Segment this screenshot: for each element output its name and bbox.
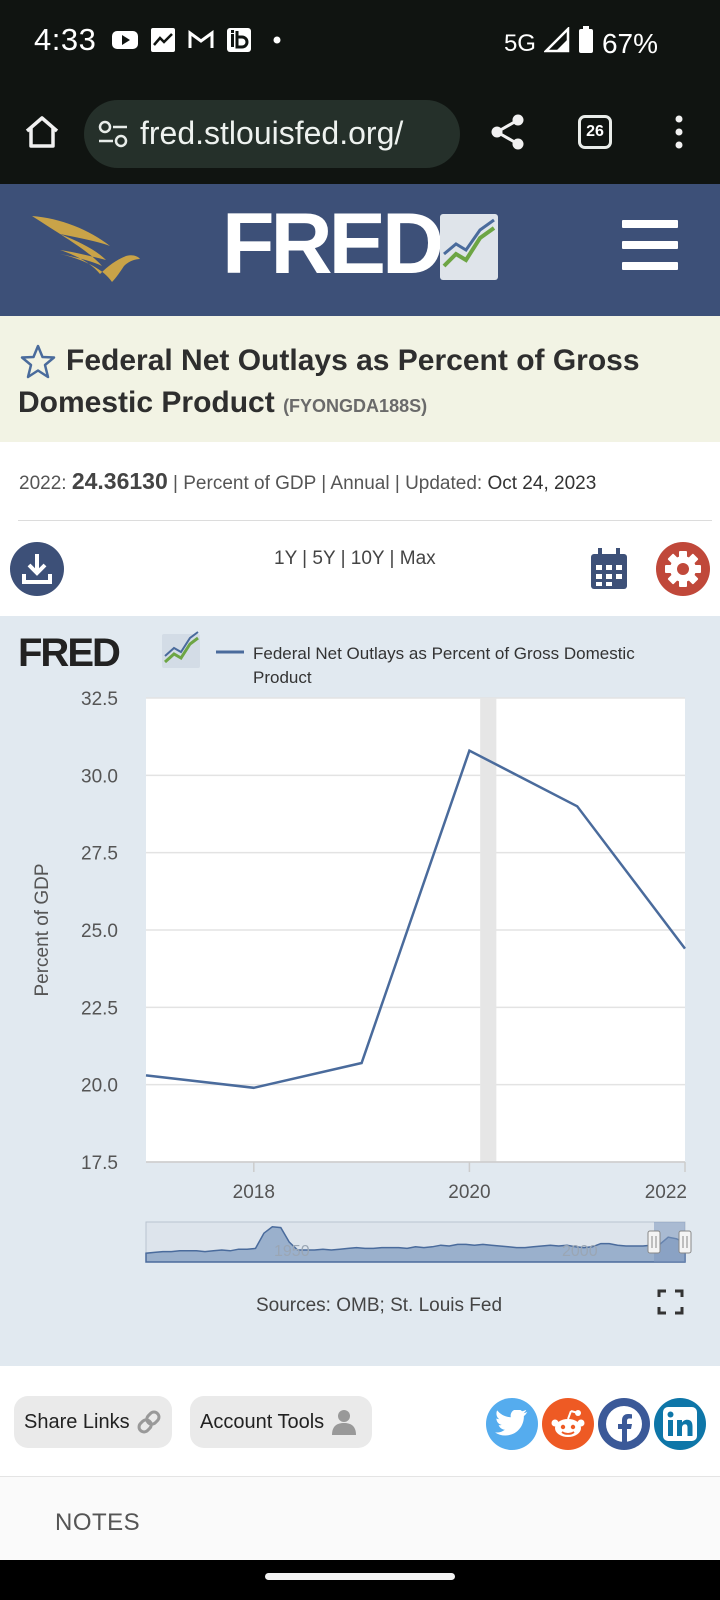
y-tick-label: 25.0 bbox=[81, 921, 118, 942]
eagle-logo-icon[interactable] bbox=[30, 212, 142, 282]
link-icon bbox=[137, 1410, 161, 1434]
notification-icons bbox=[112, 28, 290, 52]
recession-shading bbox=[480, 698, 497, 1162]
updated-date: Oct 24, 2023 bbox=[487, 473, 597, 494]
linkedin-icon bbox=[663, 1407, 697, 1441]
series-line[interactable] bbox=[145, 748, 686, 1090]
series-points bbox=[145, 750, 686, 1088]
y-tick-label: 32.5 bbox=[81, 689, 118, 710]
share-links-button[interactable]: Share Links bbox=[14, 1396, 172, 1448]
home-icon[interactable] bbox=[22, 112, 62, 152]
legend-label-line2: Product bbox=[253, 668, 312, 687]
legend-label-line1: Federal Net Outlays as Percent of Gross … bbox=[253, 644, 635, 663]
y-tick-label: 20.0 bbox=[81, 1076, 118, 1097]
status-bar: 4:33 5G 67% bbox=[0, 0, 720, 84]
download-icon bbox=[22, 554, 52, 584]
hamburger-menu-icon[interactable] bbox=[622, 220, 678, 270]
notes-section[interactable]: NOTES bbox=[0, 1476, 720, 1560]
reddit-icon bbox=[551, 1410, 585, 1437]
user-icon bbox=[332, 1410, 357, 1435]
series-code: (FYONGDA188S) bbox=[283, 396, 428, 416]
y-tick-label: 17.5 bbox=[81, 1153, 118, 1174]
gridlines bbox=[146, 697, 685, 1163]
y-axis-ticks: 32.5 30.0 27.5 25.0 22.5 20.0 17.5 bbox=[81, 689, 118, 1174]
status-right: 5G 67% bbox=[503, 25, 658, 61]
star-icon[interactable] bbox=[20, 344, 56, 380]
signal-icon bbox=[542, 25, 570, 60]
series-title-text: Federal Net Outlays as Percent of Gross … bbox=[18, 344, 640, 419]
series-title-band: Federal Net Outlays as Percent of Gross … bbox=[0, 316, 720, 442]
chart-fred-logo: FRED bbox=[18, 631, 120, 675]
facebook-icon bbox=[606, 1406, 642, 1443]
latest-value: 24.36130 bbox=[71, 468, 168, 494]
battery-percent: 67% bbox=[601, 27, 658, 59]
gmail-icon bbox=[188, 28, 214, 52]
dot-icon bbox=[264, 28, 290, 52]
download-button[interactable] bbox=[10, 542, 64, 596]
series-units: | Percent of GDP | Annual | Updated: bbox=[173, 473, 483, 494]
y-tick-label: 22.5 bbox=[81, 998, 118, 1019]
more-options-icon[interactable] bbox=[664, 112, 694, 152]
ib-icon bbox=[226, 28, 252, 52]
system-nav-bar bbox=[0, 1560, 720, 1600]
status-time: 4:33 bbox=[34, 22, 97, 57]
navigator-left-handle[interactable] bbox=[647, 1230, 661, 1254]
chart-panel: FRED Federal Net Outlays as Percent of G… bbox=[0, 616, 720, 1366]
site-header: FRED bbox=[0, 184, 720, 316]
latest-year: 2022: bbox=[19, 473, 67, 494]
x-axis-ticks: 2018 2020 2022 bbox=[146, 1161, 687, 1203]
line-chart[interactable]: FRED Federal Net Outlays as Percent of G… bbox=[0, 616, 720, 1366]
y-axis-label: Percent of GDP bbox=[32, 863, 53, 996]
fred-chart-logo-icon bbox=[440, 214, 498, 280]
web-page: FRED Federal Net Outlays as Percent of G… bbox=[0, 184, 720, 1560]
reddit-button[interactable] bbox=[542, 1398, 594, 1450]
divider bbox=[18, 520, 712, 521]
settings-button[interactable] bbox=[656, 542, 710, 596]
navigator-label-2000: 2000 bbox=[562, 1243, 598, 1260]
calendar-icon[interactable] bbox=[590, 548, 628, 590]
gear-icon bbox=[665, 551, 701, 587]
x-tick-label: 2022 bbox=[645, 1182, 687, 1203]
date-range-links[interactable]: 1Y | 5Y | 10Y | Max bbox=[274, 548, 436, 569]
fullscreen-icon[interactable] bbox=[657, 1289, 684, 1315]
url-text: fred.stlouisfed.org/ bbox=[140, 115, 404, 151]
fred-logo[interactable]: FRED bbox=[222, 196, 444, 292]
home-gesture-pill[interactable] bbox=[265, 1573, 455, 1580]
account-tools-label: Account Tools bbox=[200, 1410, 325, 1433]
url-bar[interactable]: fred.stlouisfed.org/ bbox=[84, 100, 460, 168]
series-meta: 2022: 24.36130 | Percent of GDP | Annual… bbox=[19, 468, 596, 495]
twitter-icon bbox=[495, 1410, 528, 1436]
x-tick-label: 2020 bbox=[448, 1182, 490, 1203]
account-tools-button[interactable]: Account Tools bbox=[190, 1396, 372, 1448]
notes-label: NOTES bbox=[55, 1509, 141, 1536]
navigator-label-1950: 1950 bbox=[274, 1243, 310, 1260]
y-tick-label: 30.0 bbox=[81, 766, 118, 787]
navigator-area bbox=[145, 1226, 686, 1263]
tab-switcher-button[interactable]: 26 bbox=[578, 115, 612, 149]
chart-logo-icon bbox=[162, 631, 200, 668]
series-title: Federal Net Outlays as Percent of Gross … bbox=[18, 340, 708, 427]
x-tick-label: 2018 bbox=[233, 1182, 275, 1203]
facebook-button[interactable] bbox=[598, 1398, 650, 1450]
battery-icon bbox=[578, 26, 594, 61]
chart-icon bbox=[150, 28, 176, 52]
youtube-icon bbox=[112, 28, 138, 52]
browser-toolbar: fred.stlouisfed.org/ 26 bbox=[0, 84, 720, 184]
linkedin-button[interactable] bbox=[654, 1398, 706, 1450]
navigator-right-handle[interactable] bbox=[678, 1230, 692, 1254]
share-icon[interactable] bbox=[488, 112, 528, 152]
network-type: 5G bbox=[503, 29, 536, 57]
chart-source: Sources: OMB; St. Louis Fed bbox=[256, 1295, 502, 1316]
range-navigator[interactable]: 1950 2000 bbox=[145, 1221, 692, 1263]
share-links-label: Share Links bbox=[24, 1410, 130, 1433]
twitter-button[interactable] bbox=[486, 1398, 538, 1450]
y-tick-label: 27.5 bbox=[81, 844, 118, 865]
site-settings-icon[interactable] bbox=[98, 120, 128, 148]
